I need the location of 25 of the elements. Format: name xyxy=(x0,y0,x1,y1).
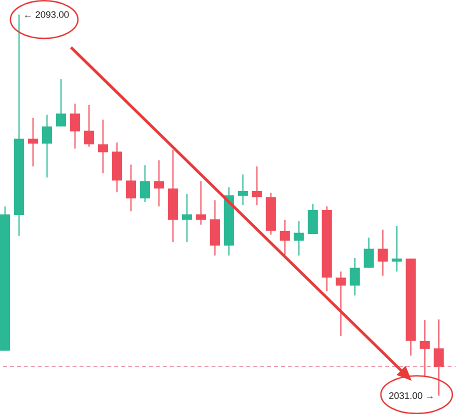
candlestick xyxy=(364,236,374,268)
candlestick xyxy=(126,164,136,212)
candlestick xyxy=(280,219,290,256)
candlestick xyxy=(98,118,108,174)
candlestick xyxy=(434,318,444,396)
candlestick xyxy=(140,164,150,203)
annotation: 2031.00 → xyxy=(389,392,433,399)
candlestick xyxy=(350,257,360,296)
candlestick xyxy=(42,114,52,178)
candlestick xyxy=(238,174,248,206)
candlestick xyxy=(182,193,192,242)
candlestick xyxy=(70,103,80,150)
candlestick xyxy=(336,270,346,337)
candlestick xyxy=(56,78,66,127)
candlestick xyxy=(84,104,94,148)
annotation: ← 2093.00 xyxy=(25,11,69,18)
candlestick xyxy=(294,220,304,256)
candlestick xyxy=(196,180,206,226)
candlestick xyxy=(378,229,388,276)
candlestick xyxy=(420,319,430,376)
candlestick xyxy=(392,225,402,272)
candlestick xyxy=(252,166,262,206)
candlestick xyxy=(308,203,318,234)
candlestick xyxy=(28,117,38,167)
candlestick xyxy=(154,160,164,207)
